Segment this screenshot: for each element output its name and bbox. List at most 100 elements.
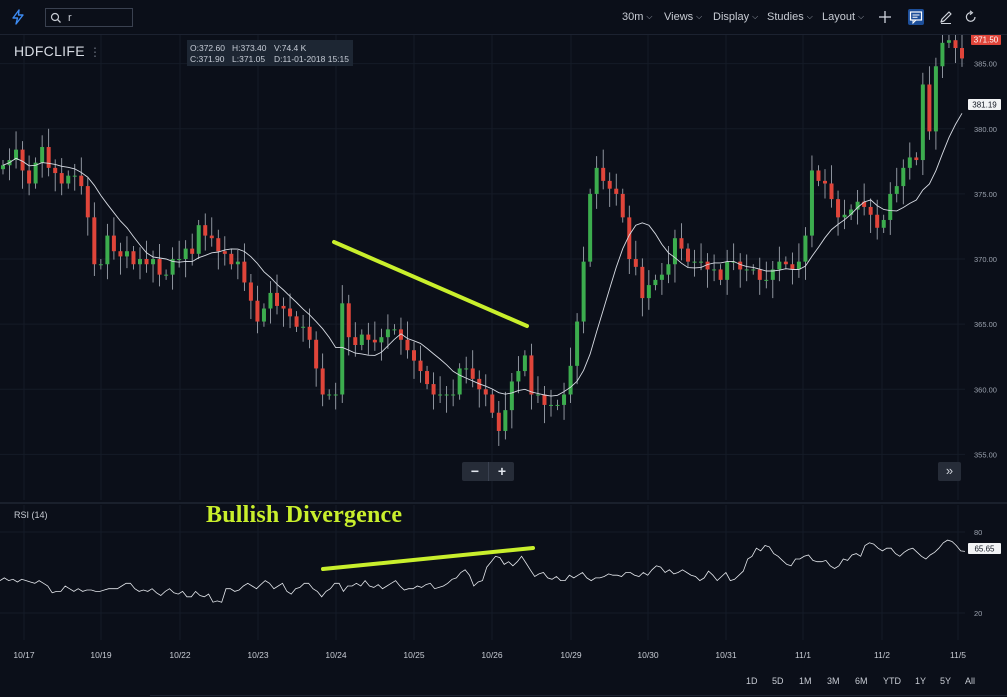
bearish-candle [190,233,195,266]
bullish-candle [881,214,886,233]
chevron-down-icon: ⌵ [806,12,813,21]
ohlc-high: H:373.40 [232,43,267,53]
more-options-icon[interactable]: ⋮ [89,45,101,59]
bearish-candle [203,213,208,251]
bearish-candle [353,322,358,357]
bullish-candle [385,314,390,349]
range-5y[interactable]: 5Y [940,676,952,686]
search-input[interactable] [66,10,132,26]
bullish-candle [177,240,182,268]
zoom-out-button[interactable]: − [470,463,480,479]
rsi-tick-label: 20 [974,609,982,618]
range-1d[interactable]: 1D [746,676,758,686]
price-axis: 355.00 360.00 365.00 370.00 375.00 380.00 385.… [974,60,997,460]
crosshair-icon[interactable] [877,9,893,25]
price-tick-label: 355.00 [974,450,997,459]
bearish-candle [823,169,827,199]
range-3m[interactable]: 3M [827,676,840,686]
bearish-candle [542,386,547,424]
bullish-candle [796,243,801,278]
time-tick-label: 10/31 [715,650,737,660]
time-tick-label: 10/30 [637,650,659,660]
bearish-candle [686,243,690,267]
bearish-candle [705,253,710,288]
bullish-candle [451,379,456,407]
bullish-candle [907,142,912,180]
time-tick-label: 10/29 [560,650,582,660]
bearish-candle [679,223,684,261]
layout-dropdown[interactable]: Layout ⌵ [822,11,864,23]
bearish-candle [614,173,619,206]
chat-icon[interactable] [908,9,924,25]
range-bar [0,665,1007,697]
ohlc-low: L:371.05 [232,54,266,64]
bearish-candle [248,274,253,319]
ohlc-panel: O:372.60 H:373.40 V:74.4 K C:371.90 L:37… [187,40,353,66]
bullish-candle [392,324,397,335]
scroll-to-end-button[interactable]: » [938,462,961,481]
bearish-candle [398,317,403,355]
views-dropdown[interactable]: Views ⌵ [664,11,702,23]
bearish-candle [927,66,932,140]
symbol-search[interactable] [45,8,133,27]
display-label: Display [713,11,750,23]
price-divergence-line [332,240,529,328]
bullish-candle [575,313,580,385]
studies-dropdown[interactable]: Studies ⌵ [767,11,813,23]
bullish-candle [672,229,677,283]
bullish-candle [72,163,77,191]
top-toolbar: 30m⌵ Views⌵ Display⌵ Studies⌵ Layout⌵ [0,0,1007,35]
range-all[interactable]: All [965,676,976,686]
bearish-candle [829,165,834,208]
bearish-candle [757,257,762,295]
bullish-candle [555,399,560,411]
time-tick-label: 10/17 [13,650,35,660]
bullish-candle [301,315,306,342]
bottom-divider [150,695,1007,696]
bullish-candle [588,188,593,267]
range-6m[interactable]: 6M [855,676,868,686]
bearish-candle [216,229,221,270]
chevron-down-icon: ⌵ [646,12,653,21]
bearish-candle [633,240,638,276]
range-1y[interactable]: 1Y [915,676,927,686]
chevron-down-icon: ⌵ [696,12,703,21]
bearish-candle [222,236,227,266]
bearish-candle [836,190,841,236]
studies-label: Studies [767,11,804,23]
draw-icon[interactable] [938,9,954,25]
bullish-candle [646,270,651,310]
time-tick-label: 10/22 [169,650,191,660]
range-5d[interactable]: 5D [772,676,784,686]
display-dropdown[interactable]: Display ⌵ [713,11,758,23]
bearish-candle [620,188,625,223]
time-tick-label: 10/25 [403,650,425,660]
lightning-icon[interactable] [10,9,26,25]
bullish-candle [333,382,338,410]
symbol-title: HDFCLIFE [14,43,85,59]
bullish-candle [946,35,951,49]
zoom-separator [488,462,489,481]
bullish-candle [725,249,730,295]
bullish-candle [940,27,945,78]
rsi-value-label: 65.65 [974,545,995,554]
reset-icon[interactable] [963,9,979,25]
bearish-candle [790,252,795,285]
bullish-candle [196,219,201,260]
price-tick-label: 375.00 [974,190,997,199]
price-candles [1,27,964,446]
range-1m[interactable]: 1M [799,676,812,686]
bearish-candle [20,141,25,189]
layout-label: Layout [822,11,856,23]
bullish-candle [770,260,775,299]
bearish-candle [718,264,723,286]
bullish-candle [764,261,769,289]
bearish-candle [477,370,482,408]
range-ytd[interactable]: YTD [883,676,901,686]
zoom-in-button[interactable]: + [497,463,507,479]
bearish-candle [372,321,377,351]
bullish-candle [340,285,345,403]
interval-dropdown[interactable]: 30m ⌵ [622,11,652,23]
